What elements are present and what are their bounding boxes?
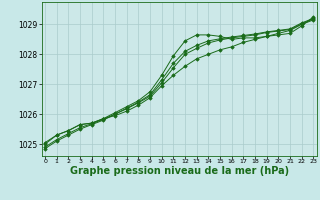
X-axis label: Graphe pression niveau de la mer (hPa): Graphe pression niveau de la mer (hPa) (70, 166, 289, 176)
